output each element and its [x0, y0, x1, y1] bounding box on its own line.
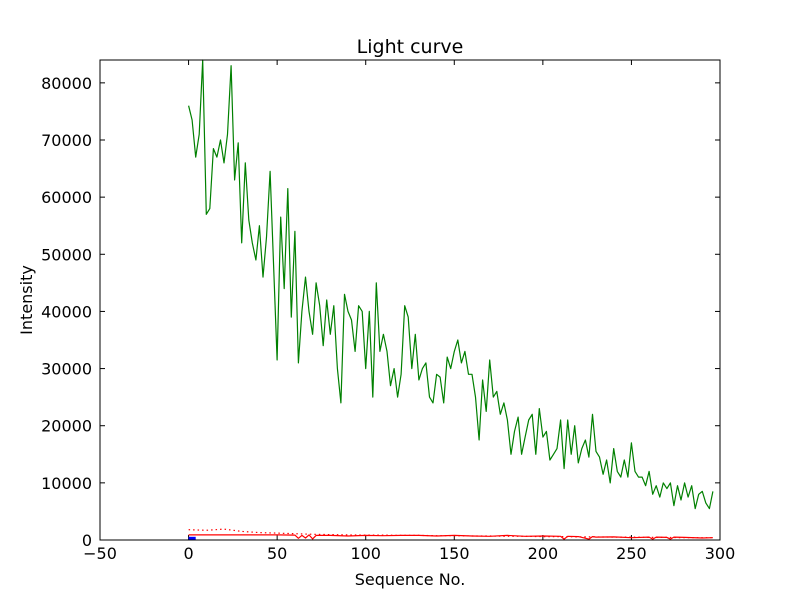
- x-tick-label: −50: [83, 544, 117, 563]
- green-intensity-line: [188, 59, 714, 510]
- x-tick-label: 100: [350, 544, 381, 563]
- x-tick-label: 300: [705, 544, 736, 563]
- x-tick-label: 150: [439, 544, 470, 563]
- y-tick-label: 10000: [41, 474, 92, 493]
- y-axis-label: Intensity: [17, 265, 36, 335]
- x-axis-ticks: −50 0 50 100 150 200 250 300: [83, 60, 735, 563]
- red-solid-line: [188, 534, 713, 540]
- red-dotted-line: [188, 528, 713, 539]
- y-tick-label: 40000: [41, 302, 92, 321]
- y-tick-label: 30000: [41, 360, 92, 379]
- chart-title: Light curve: [357, 36, 464, 58]
- x-tick-label: 50: [267, 544, 287, 563]
- x-tick-label: 0: [183, 544, 193, 563]
- y-axis-ticks: 0 10000 20000 30000 40000 50000 60000 70000 8000…: [41, 74, 720, 550]
- y-tick-label: 80000: [41, 74, 92, 93]
- x-tick-label: 200: [528, 544, 559, 563]
- y-tick-label: 50000: [41, 245, 92, 264]
- y-tick-label: 20000: [41, 417, 92, 436]
- y-tick-label: 60000: [41, 188, 92, 207]
- y-tick-label: 70000: [41, 131, 92, 150]
- y-tick-label: 0: [82, 531, 92, 550]
- x-axis-label: Sequence No.: [355, 570, 466, 589]
- x-tick-label: 250: [616, 544, 647, 563]
- axes-frame: [99, 59, 721, 541]
- plot-area: [188, 59, 714, 540]
